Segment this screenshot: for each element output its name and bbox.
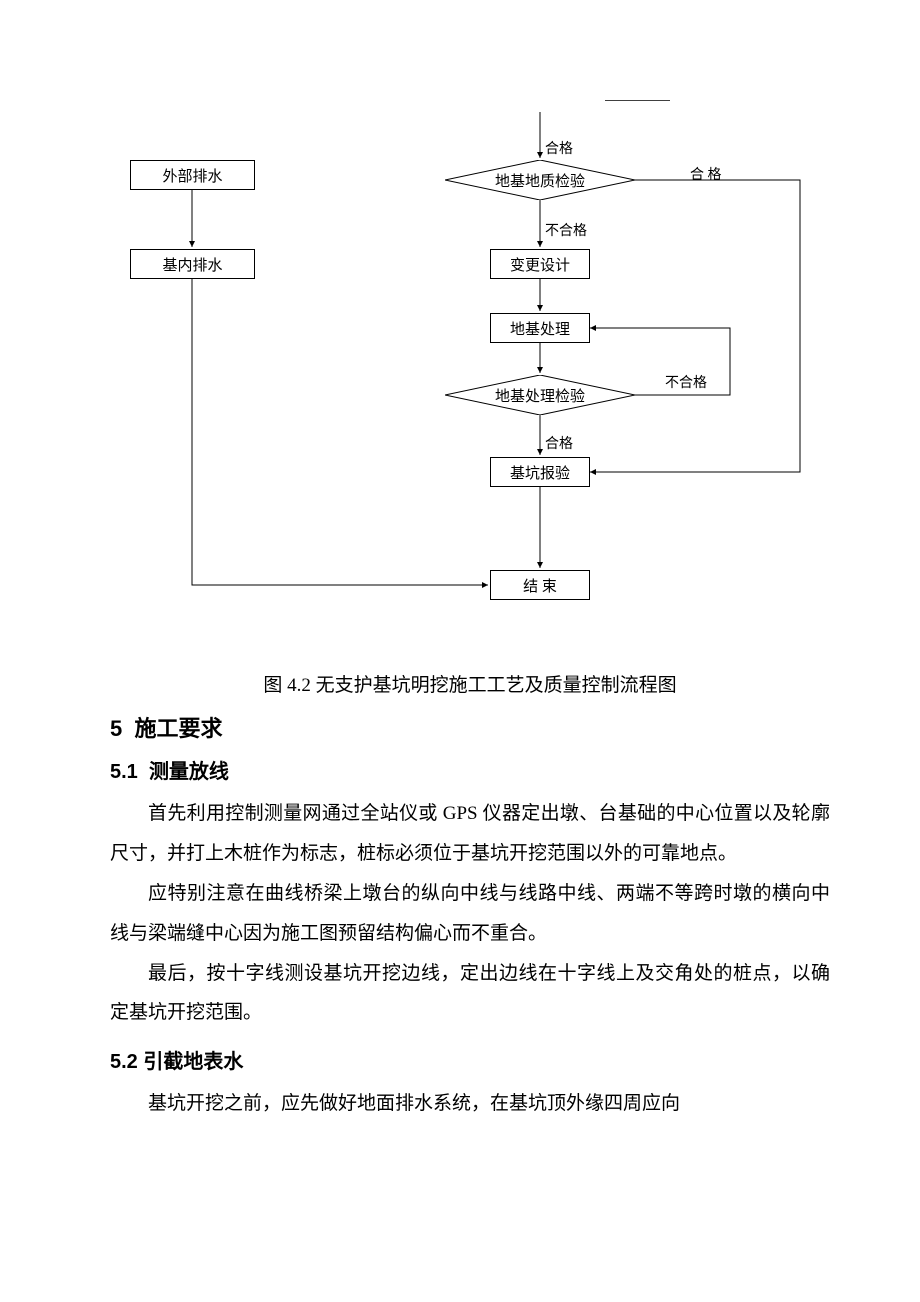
node-jinei-paishui: 基内排水 xyxy=(130,249,255,279)
edge-label-buhege-right: 不合格 xyxy=(665,372,707,392)
flowchart-caption: 图 4.2 无支护基坑明挖施工工艺及质量控制流程图 xyxy=(110,670,830,697)
heading-5: 5 施工要求 xyxy=(110,711,830,743)
node-jikeng-baoyan: 基坑报验 xyxy=(490,457,590,487)
flowchart: 外部排水 基内排水 地基地质检验 变更设计 地基处理 地基处理检验 基坑报验 结… xyxy=(110,100,830,640)
heading-title: 施工要求 xyxy=(134,716,222,741)
paragraph: 最后，按十字线测设基坑开挖边线，定出边线在十字线上及交角处的桩点，以确定基坑开挖… xyxy=(110,954,830,1034)
heading-title: 引截地表水 xyxy=(143,1051,243,1073)
paragraph: 应特别注意在曲线桥梁上墩台的纵向中线与线路中线、两端不等跨时墩的横向中线与梁端缝… xyxy=(110,874,830,954)
node-label: 地基处理检验 xyxy=(495,385,585,406)
node-label: 地基处理 xyxy=(510,318,570,339)
edge-label-hege-top: 合格 xyxy=(545,138,573,158)
node-diji-chuli: 地基处理 xyxy=(490,313,590,343)
edge-label-hege-right: 合 格 xyxy=(690,164,722,184)
page: 外部排水 基内排水 地基地质检验 变更设计 地基处理 地基处理检验 基坑报验 结… xyxy=(0,0,920,1164)
node-label: 地基地质检验 xyxy=(495,170,585,191)
node-diji-chuli-jianyan: 地基处理检验 xyxy=(445,375,635,415)
node-label: 基内排水 xyxy=(162,254,222,275)
node-label: 变更设计 xyxy=(510,254,570,275)
edge-label-hege-low: 合格 xyxy=(545,433,573,453)
node-label: 外部排水 xyxy=(162,165,222,186)
node-label: 基坑报验 xyxy=(510,462,570,483)
node-jieshu: 结 束 xyxy=(490,570,590,600)
heading-5-1: 5.1 测量放线 xyxy=(110,755,830,784)
edge-label-buhege-mid: 不合格 xyxy=(545,220,587,240)
node-diji-dizhi-jianyan: 地基地质检验 xyxy=(445,160,635,200)
paragraph: 首先利用控制测量网通过全站仪或 GPS 仪器定出墩、台基础的中心位置以及轮廓尺寸… xyxy=(110,794,830,874)
node-biangen-sheji: 变更设计 xyxy=(490,249,590,279)
node-waibu-paishui: 外部排水 xyxy=(130,160,255,190)
node-label: 结 束 xyxy=(523,575,557,596)
heading-title: 测量放线 xyxy=(149,761,229,783)
heading-num: 5 xyxy=(110,716,122,741)
heading-num: 5.2 xyxy=(110,1051,138,1073)
heading-5-2: 5.2 引截地表水 xyxy=(110,1045,830,1074)
heading-num: 5.1 xyxy=(110,761,138,783)
paragraph: 基坑开挖之前，应先做好地面排水系统，在基坑顶外缘四周应向 xyxy=(110,1084,830,1124)
